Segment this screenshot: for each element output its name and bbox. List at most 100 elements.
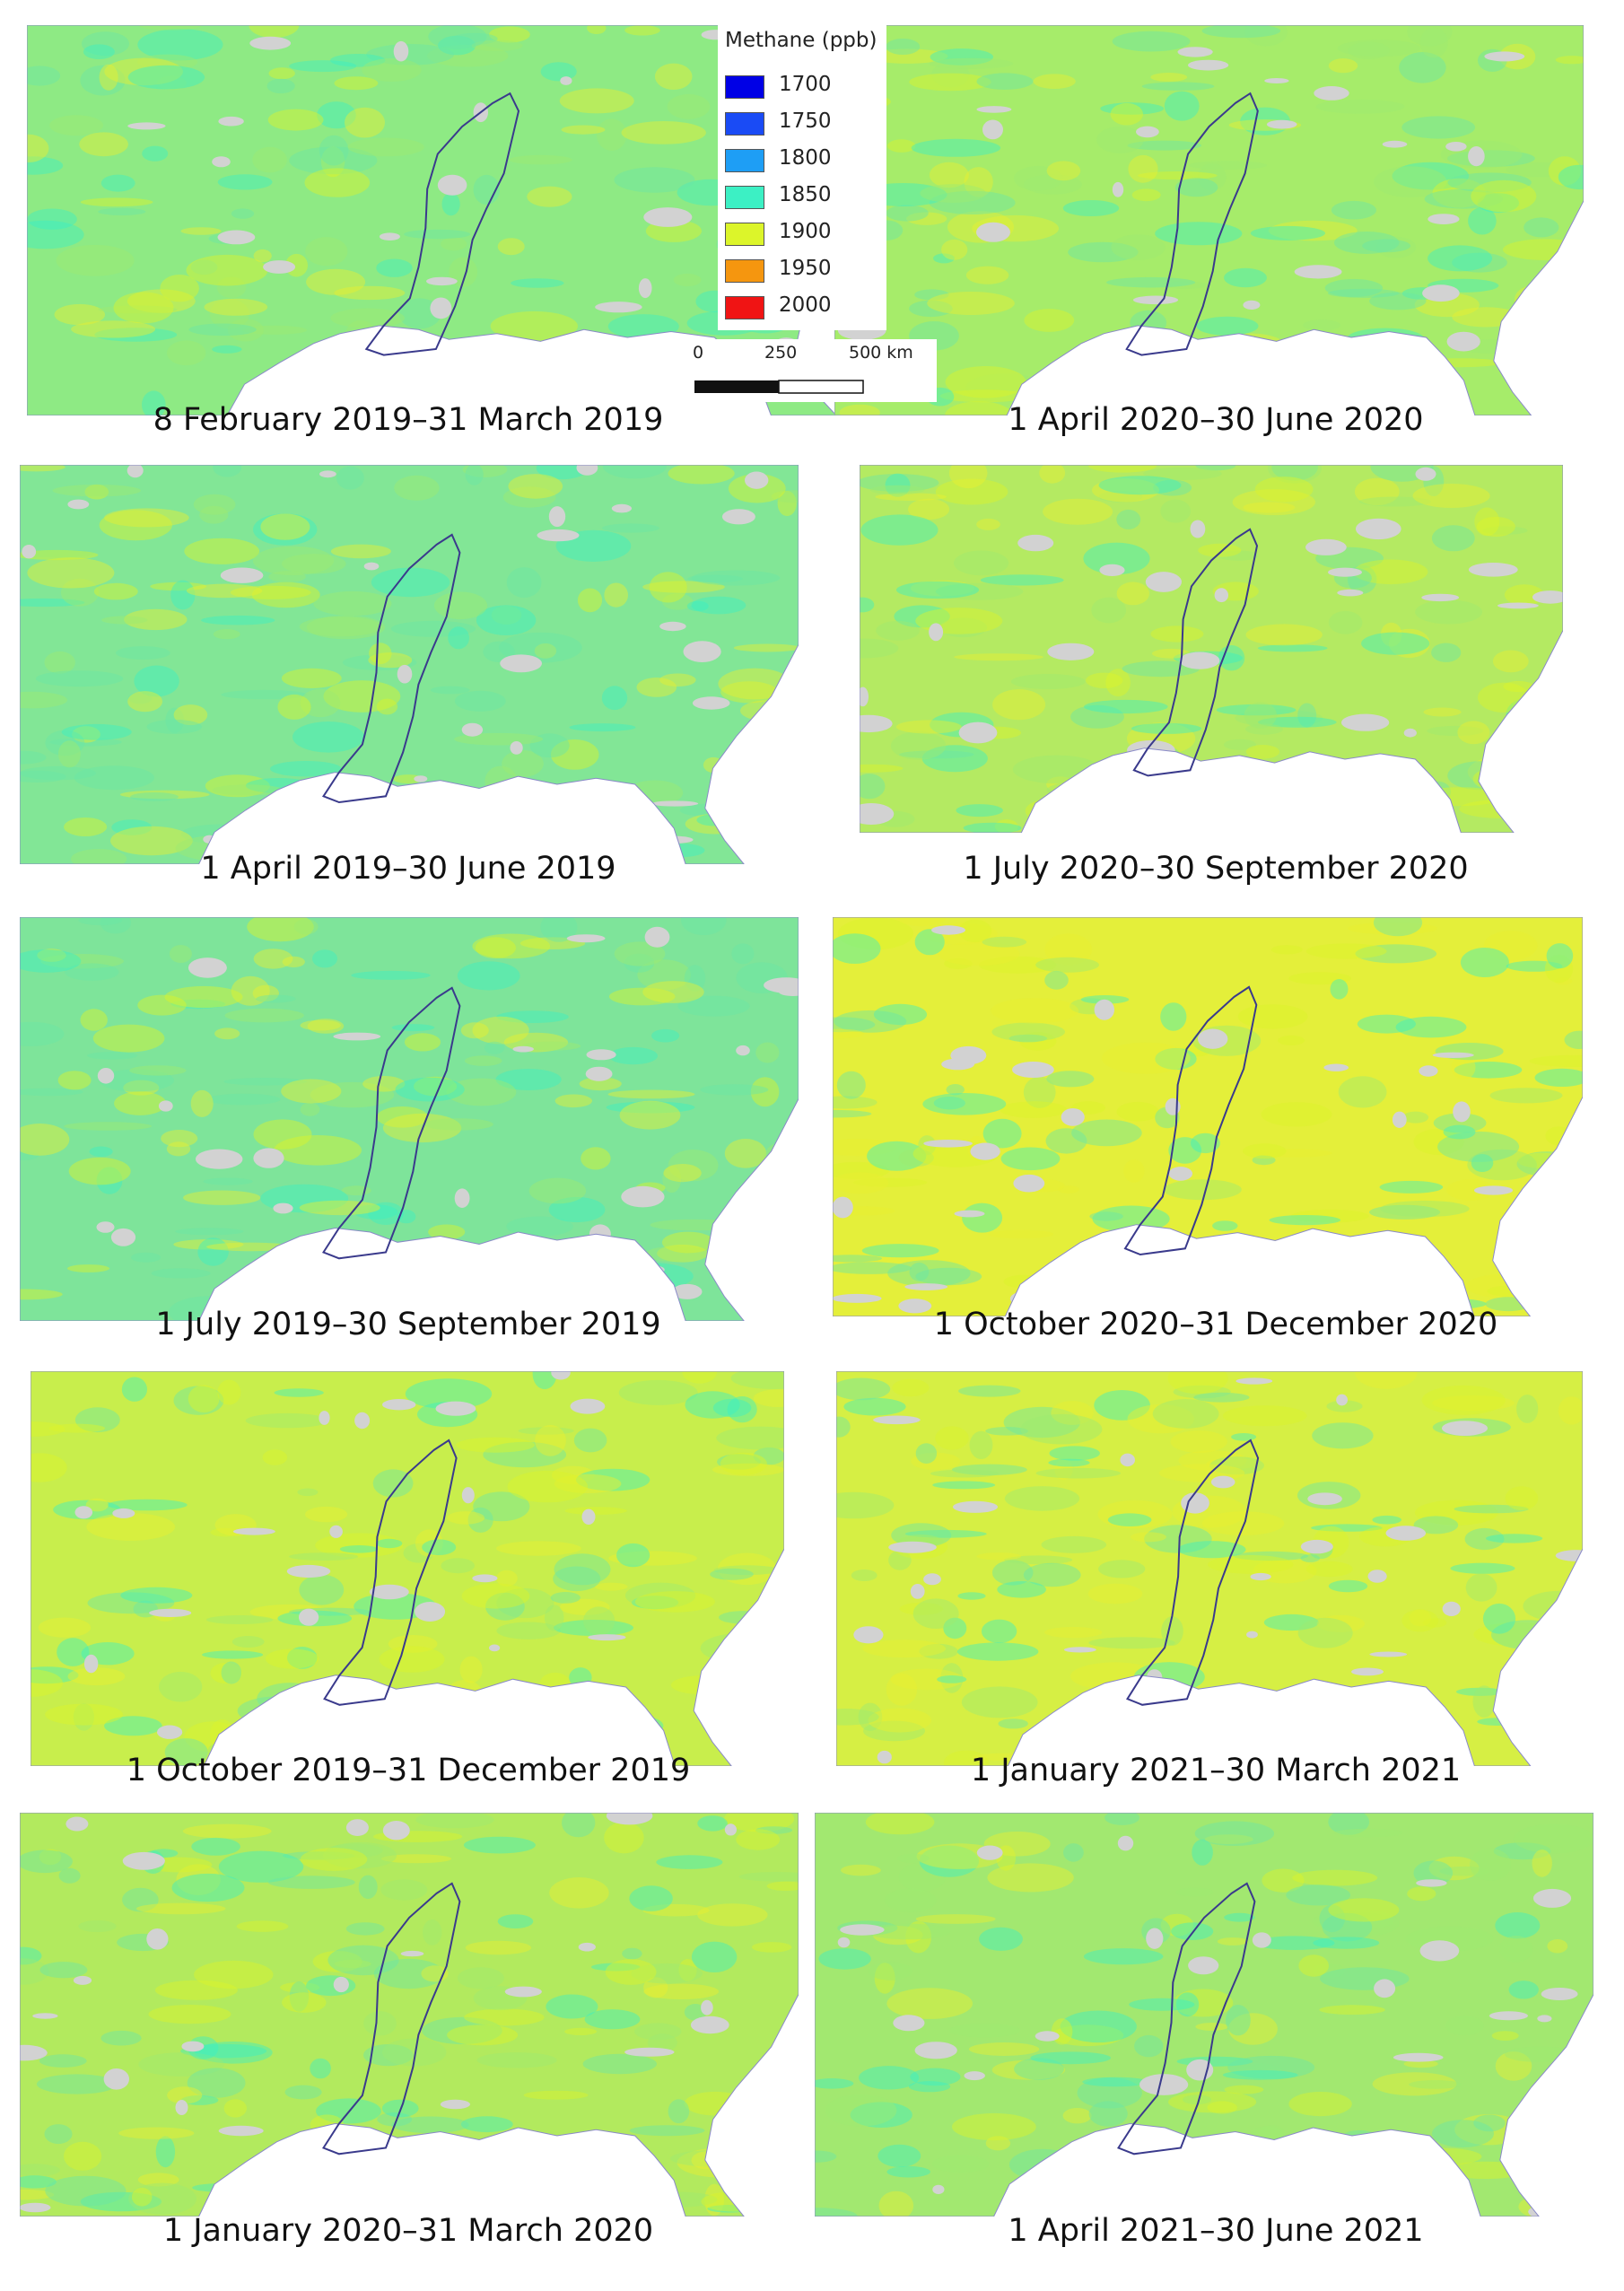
no-data-patch xyxy=(958,721,998,744)
no-data-patch xyxy=(586,2176,617,2194)
methane-texture xyxy=(557,2199,613,2214)
legend-swatch xyxy=(725,112,764,136)
methane-texture xyxy=(213,465,242,477)
methane-texture xyxy=(1451,1054,1476,1080)
methane-texture xyxy=(1173,1385,1231,1399)
no-data-patch xyxy=(1336,1394,1348,1406)
methane-texture xyxy=(1537,2124,1564,2156)
no-data-patch xyxy=(127,465,144,478)
methane-texture xyxy=(31,1666,79,1684)
methane-map xyxy=(20,917,799,1321)
coastline xyxy=(860,465,1563,833)
methane-texture xyxy=(348,2187,380,2214)
methane-texture xyxy=(860,597,875,613)
methane-texture xyxy=(935,1426,969,1450)
no-data-patch xyxy=(877,1750,892,1764)
methane-texture xyxy=(1244,702,1278,729)
methane-texture xyxy=(1486,1534,1543,1543)
methane-texture xyxy=(1119,2153,1153,2168)
coastline xyxy=(836,1371,1583,1766)
methane-texture xyxy=(241,325,308,335)
methane-texture xyxy=(39,1962,88,1979)
methane-texture xyxy=(949,2023,1020,2038)
no-data-patch xyxy=(1168,1167,1192,1181)
no-data-patch xyxy=(1421,593,1460,602)
no-data-patch xyxy=(1473,1185,1514,1195)
methane-texture xyxy=(462,465,508,477)
methane-texture xyxy=(886,2165,930,2178)
methane-texture xyxy=(899,750,974,759)
methane-texture xyxy=(604,1822,644,1854)
methane-texture xyxy=(1372,1515,1401,1525)
methane-texture xyxy=(393,2176,438,2209)
methane-texture xyxy=(379,1646,445,1673)
methane-texture xyxy=(1224,267,1267,288)
panel-caption: 1 January 2021–30 March 2021 xyxy=(970,1753,1462,1788)
methane-texture xyxy=(954,550,1009,576)
methane-texture xyxy=(1004,1486,1080,1511)
no-data-patch xyxy=(606,1813,653,1825)
methane-texture xyxy=(427,369,494,389)
methane-texture xyxy=(961,1686,1038,1718)
methane-texture xyxy=(448,626,469,650)
methane-texture xyxy=(87,1592,175,1614)
methane-texture xyxy=(1206,1457,1258,1470)
methane-texture xyxy=(1417,787,1504,807)
methane-texture xyxy=(436,1706,460,1721)
methane-texture xyxy=(575,1468,650,1491)
no-data-patch xyxy=(454,1188,470,1208)
methane-texture xyxy=(489,26,530,43)
methane-texture xyxy=(681,917,727,936)
no-data-patch xyxy=(590,2138,610,2156)
methane-texture xyxy=(697,1815,728,1832)
methane-texture xyxy=(550,739,599,770)
methane-texture xyxy=(454,690,506,712)
no-data-patch xyxy=(1374,1979,1396,1998)
no-data-patch xyxy=(644,926,670,948)
methane-texture xyxy=(887,139,916,153)
methane-texture xyxy=(190,1089,214,1117)
methane-texture xyxy=(1008,2148,1078,2181)
methane-texture xyxy=(564,2027,598,2035)
methane-texture xyxy=(1204,1834,1253,1844)
methane-texture xyxy=(20,1124,70,1156)
no-data-patch xyxy=(1341,713,1390,731)
methane-texture xyxy=(204,298,268,316)
methane-texture xyxy=(1268,465,1322,484)
methane-texture xyxy=(1372,2072,1457,2096)
methane-texture xyxy=(438,35,476,56)
methane-texture xyxy=(78,1919,117,1933)
no-data-patch xyxy=(833,1293,882,1303)
no-data-patch xyxy=(414,775,428,783)
methane-texture xyxy=(1473,2114,1506,2132)
methane-texture xyxy=(217,1379,241,1405)
methane-texture xyxy=(160,275,199,302)
methane-texture xyxy=(1188,161,1268,171)
methane-texture xyxy=(20,2164,60,2177)
methane-texture xyxy=(310,1081,395,1108)
methane-texture xyxy=(833,1109,872,1118)
methane-texture xyxy=(909,1262,930,1281)
methane-texture xyxy=(719,1611,770,1624)
methane-texture xyxy=(274,1388,324,1397)
no-data-patch xyxy=(976,106,1012,113)
methane-texture xyxy=(231,208,255,219)
methane-texture xyxy=(1495,2051,1532,2081)
methane-texture xyxy=(886,1673,918,1706)
methane-texture xyxy=(685,1391,740,1419)
methane-texture xyxy=(1460,948,1509,977)
methane-texture xyxy=(209,299,249,329)
methane-texture xyxy=(1432,178,1486,208)
no-data-patch xyxy=(157,1725,183,1739)
methane-texture xyxy=(65,963,119,981)
methane-texture xyxy=(1008,1034,1048,1043)
methane-texture xyxy=(670,1675,739,1695)
methane-texture xyxy=(998,1718,1028,1729)
coastline xyxy=(834,25,1584,415)
methane-texture xyxy=(579,1077,622,1091)
methane-texture xyxy=(282,554,346,574)
no-data-patch xyxy=(923,1573,941,1586)
methane-texture xyxy=(1328,58,1358,74)
methane-texture xyxy=(472,1016,529,1045)
methane-texture xyxy=(860,514,939,546)
